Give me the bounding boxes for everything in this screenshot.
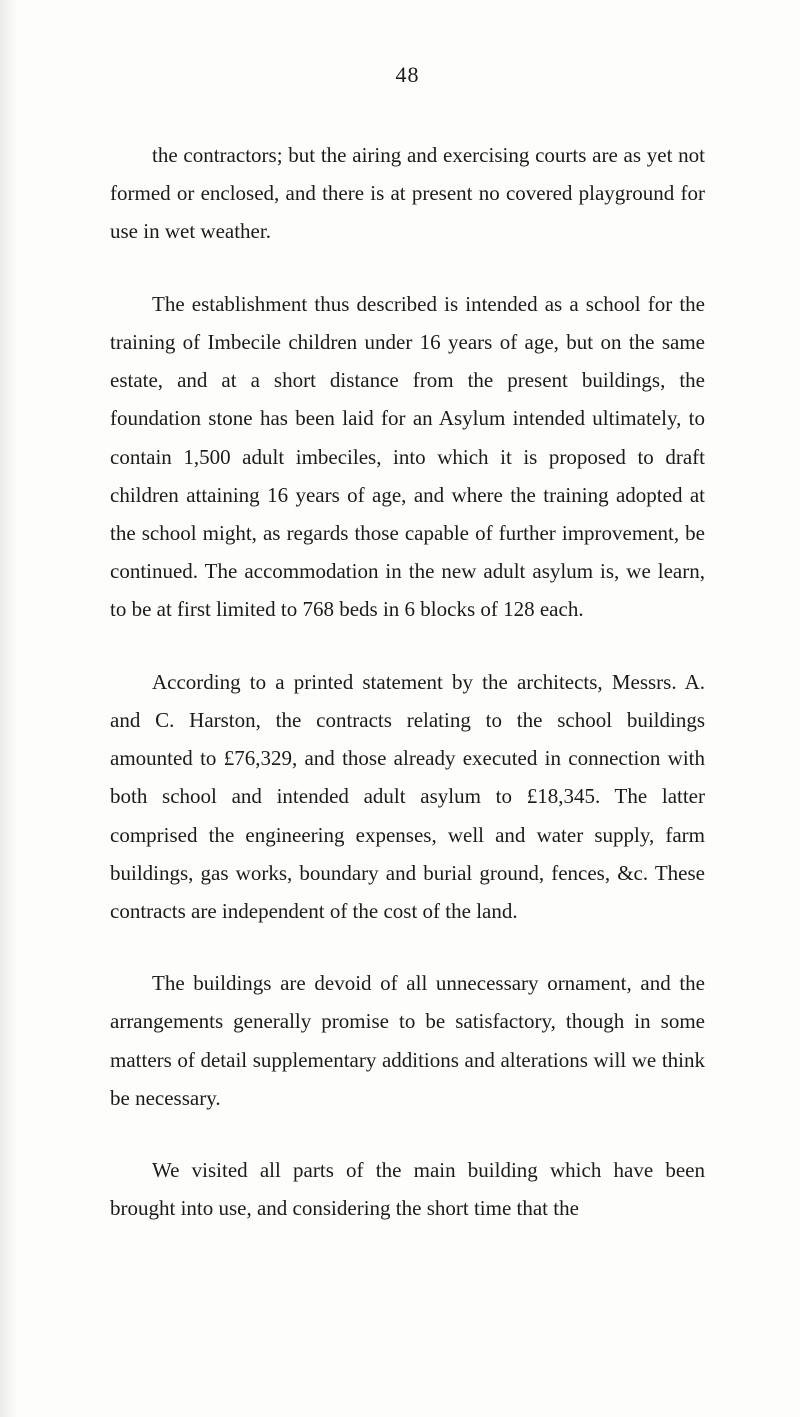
paragraph: According to a printed statement by the … [110, 663, 705, 931]
paragraph: We visited all parts of the main buildin… [110, 1151, 705, 1227]
page-number: 48 [110, 62, 705, 88]
document-page: 48 the contractors; but the airing and e… [0, 0, 800, 1417]
paragraph: the contractors; but the airing and exer… [110, 136, 705, 251]
paragraph: The establishment thus described is inte… [110, 285, 705, 629]
scan-shadow [0, 0, 18, 1417]
paragraph: The buildings are devoid of all unnecess… [110, 964, 705, 1117]
